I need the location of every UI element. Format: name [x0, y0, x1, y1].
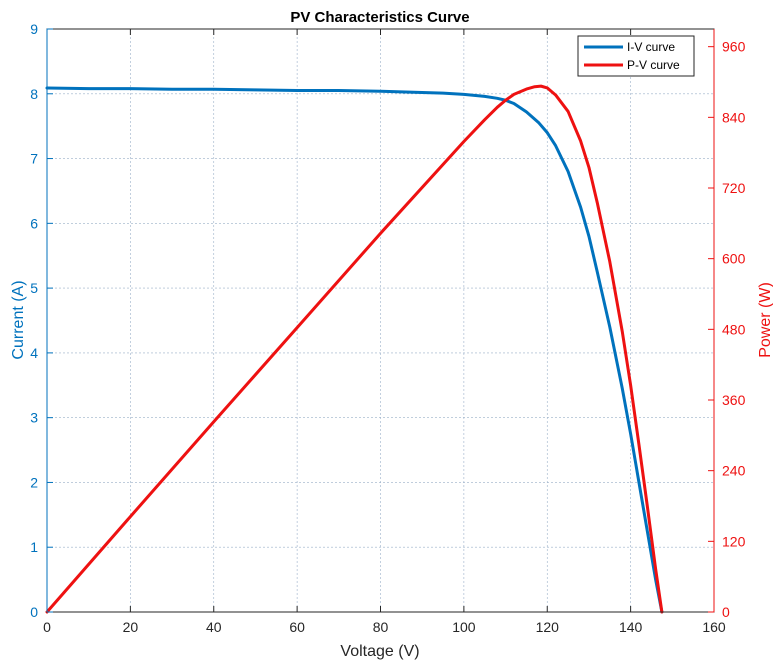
x-tick-label: 60: [289, 619, 305, 635]
y-right-tick-label: 120: [722, 533, 746, 549]
plot-area: [47, 29, 714, 612]
x-tick-label: 160: [702, 619, 726, 635]
legend-box: [577, 35, 695, 77]
legend-label-pv: P-V curve: [627, 58, 680, 72]
data-series: [45, 84, 664, 614]
y-left-tick-label: 4: [30, 345, 38, 361]
x-tick-label: 100: [452, 619, 476, 635]
chart-title: PV Characteristics Curve: [290, 9, 469, 26]
iv-curve-line: [45, 86, 664, 614]
y-right-tick-label: 240: [722, 463, 746, 479]
y-left-tick-label: 0: [30, 604, 38, 620]
y-right-tick-label: 840: [722, 109, 746, 125]
legend: I-V curve P-V curve: [577, 35, 695, 77]
y-axis-right-label: Power (W): [757, 282, 773, 358]
x-tick-label: 80: [373, 619, 389, 635]
y-axis-left-label: Current (A): [10, 280, 27, 359]
y-right-tick-label: 480: [722, 321, 746, 337]
y-left-tick-label: 9: [30, 21, 38, 37]
x-tick-label: 40: [206, 619, 222, 635]
x-tick-label: 20: [123, 619, 139, 635]
legend-label-iv: I-V curve: [627, 40, 675, 54]
y-left-tick-label: 3: [30, 410, 38, 426]
x-axis-label: Voltage (V): [340, 643, 419, 660]
y-left-tick-label: 1: [30, 539, 38, 555]
axes: 0 20 40 60 80 100 120 140 1600123456789012024036…: [30, 21, 745, 635]
y-left-tick-label: 6: [30, 215, 38, 231]
y-left-tick-label: 7: [30, 151, 38, 167]
y-right-tick-label: 720: [722, 180, 746, 196]
pv-curve-line: [45, 84, 664, 614]
y-left-tick-label: 2: [30, 474, 38, 490]
y-left-tick-label: 8: [30, 86, 38, 102]
x-tick-label: 0: [43, 619, 51, 635]
y-right-tick-label: 960: [722, 39, 746, 55]
y-right-tick-label: 360: [722, 392, 746, 408]
y-left-tick-label: 5: [30, 280, 38, 296]
y-right-tick-label: 600: [722, 251, 746, 267]
y-right-tick-label: 0: [722, 604, 730, 620]
x-tick-label: 140: [619, 619, 643, 635]
x-tick-label: 120: [536, 619, 560, 635]
grid-lines: [47, 29, 714, 612]
